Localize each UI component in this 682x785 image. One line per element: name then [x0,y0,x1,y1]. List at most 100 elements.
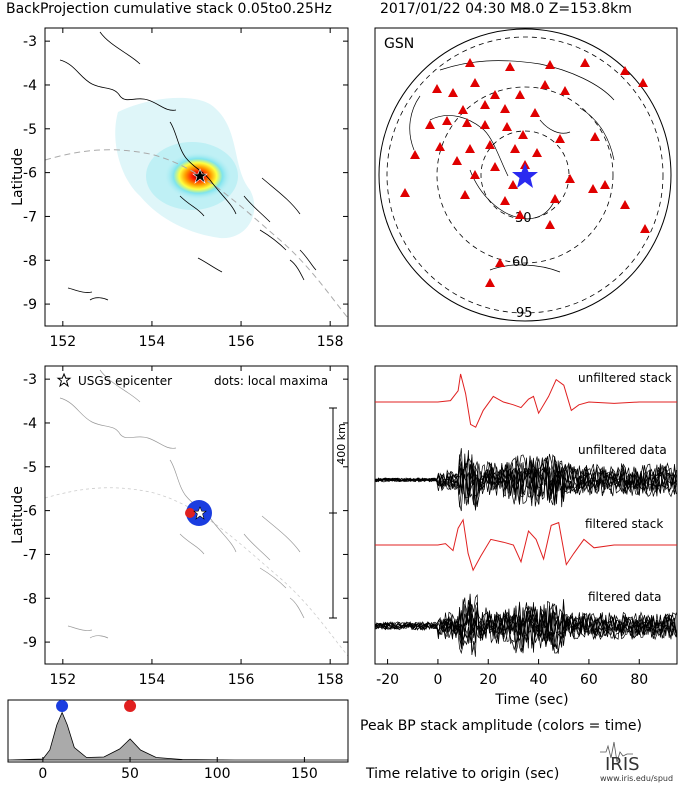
label-unfiltered-data: unfiltered data [578,443,667,457]
top-latitude-label: Latitude [10,148,26,206]
local-maxima-map: USGS epicenter dots: local maxima 400 km [44,365,349,665]
peak-marker [56,700,69,712]
top-lat-tick-label: -9 [23,297,37,313]
station-marker [400,188,410,197]
station-marker [470,78,480,87]
logo-text: IRIS [605,754,640,775]
station-marker [425,120,435,129]
bottom-lon-tick-label: 156 [228,672,255,688]
epicenter-star [192,168,208,184]
legend-dots: dots: local maxima [214,374,328,388]
amplitude-xlabel: Time relative to origin (sec) [365,766,559,782]
waveform-panel: unfiltered stack unfiltered data filtere… [374,365,678,665]
station-marker [452,156,462,165]
time-tick-label: 0 [433,672,442,688]
time-tick-label: -20 [376,672,399,688]
time-tick-label: 60 [580,672,598,688]
legend-star-icon [56,372,72,388]
globe-epicenter-star [512,163,538,188]
bottom-lon-tick-label: 154 [139,672,166,688]
station-marker [500,196,510,205]
ring-label-60: 60 [512,255,529,270]
station-marker [500,104,510,113]
top-lon-tick-label: 156 [228,334,255,350]
bottom-lat-tick-label: -4 [23,416,37,432]
amp-tick-label: 50 [121,766,139,782]
top-lon-tick-label: 154 [139,334,166,350]
station-marker [565,174,575,183]
station-marker [588,184,598,193]
station-marker [532,148,542,157]
bottom-lon-tick-label: 152 [49,672,76,688]
bottom-lat-tick-label: -3 [23,372,37,388]
data-trace [374,457,677,508]
station-marker [540,80,550,89]
top-lon-tick-label: 152 [49,334,76,350]
station-marker [462,118,472,127]
unfiltered-stack-line [375,373,677,428]
station-marker [550,194,560,203]
ring-95 [386,36,664,314]
coastline [59,31,317,301]
data-trace [375,454,677,506]
bottom-lat-tick-label: -5 [23,460,37,476]
figure-title: BackProjection cumulative stack 0.05to0.… [6,1,332,17]
bottom-lat-tick-label: -6 [23,504,37,520]
ring-60 [436,86,614,264]
filtered-stack-line [375,518,677,572]
top-lat-tick-label: -7 [23,209,37,225]
top-lat-tick-label: -5 [23,122,37,138]
station-marker [490,162,500,171]
station-marker [495,258,505,267]
trench-line [45,149,348,319]
scale-label: 400 km [335,423,348,465]
peak-marker [124,700,137,712]
amplitude-area [7,711,348,761]
traces-xlabel: Time (sec) [494,692,568,708]
station-marker [580,58,590,67]
station-marker [560,86,570,95]
time-tick-label: 40 [530,672,548,688]
bottom-lat-tick-label: -8 [23,591,37,607]
station-marker [465,144,475,153]
logo-waveform-icon [600,741,633,763]
top-lat-tick-label: -3 [23,34,37,50]
station-marker [600,180,610,189]
station-marker [508,180,518,189]
station-marker [410,150,420,159]
station-marker [465,58,475,67]
station-marker [490,90,500,99]
data-trace [374,597,677,654]
bottom-latitude-label: Latitude [10,486,26,544]
globe-outline [378,28,672,322]
station-marker [485,278,495,287]
station-marker [502,122,512,131]
station-marker [518,130,528,139]
station-marker [505,62,515,71]
station-marker [510,144,520,153]
logo-url: www.iris.edu/spud [600,774,673,783]
time-tick-label: 80 [630,672,648,688]
station-map: GSN 30 60 95 [374,27,678,327]
amp-tick-label: 100 [204,766,231,782]
station-marker [432,84,442,93]
station-marker [555,134,565,143]
station-marker [460,190,470,199]
bottom-lon-tick-label: 158 [317,672,344,688]
time-tick-label: 20 [479,672,497,688]
data-trace [374,453,677,511]
station-marker [638,78,648,87]
bl-trench-line [45,487,348,657]
bl-epicenter-star [193,506,207,520]
top-lat-tick-label: -6 [23,166,37,182]
station-marker [458,105,468,114]
station-marker [442,116,452,125]
event-info: 2017/01/22 04:30 M8.0 Z=153.8km [380,1,632,17]
red-maxima-dot [185,508,195,518]
top-lat-tick-label: -8 [23,253,37,269]
station-marker [485,140,495,149]
station-marker [545,60,555,69]
station-marker [435,142,445,151]
top-lon-tick-label: 158 [317,334,344,350]
